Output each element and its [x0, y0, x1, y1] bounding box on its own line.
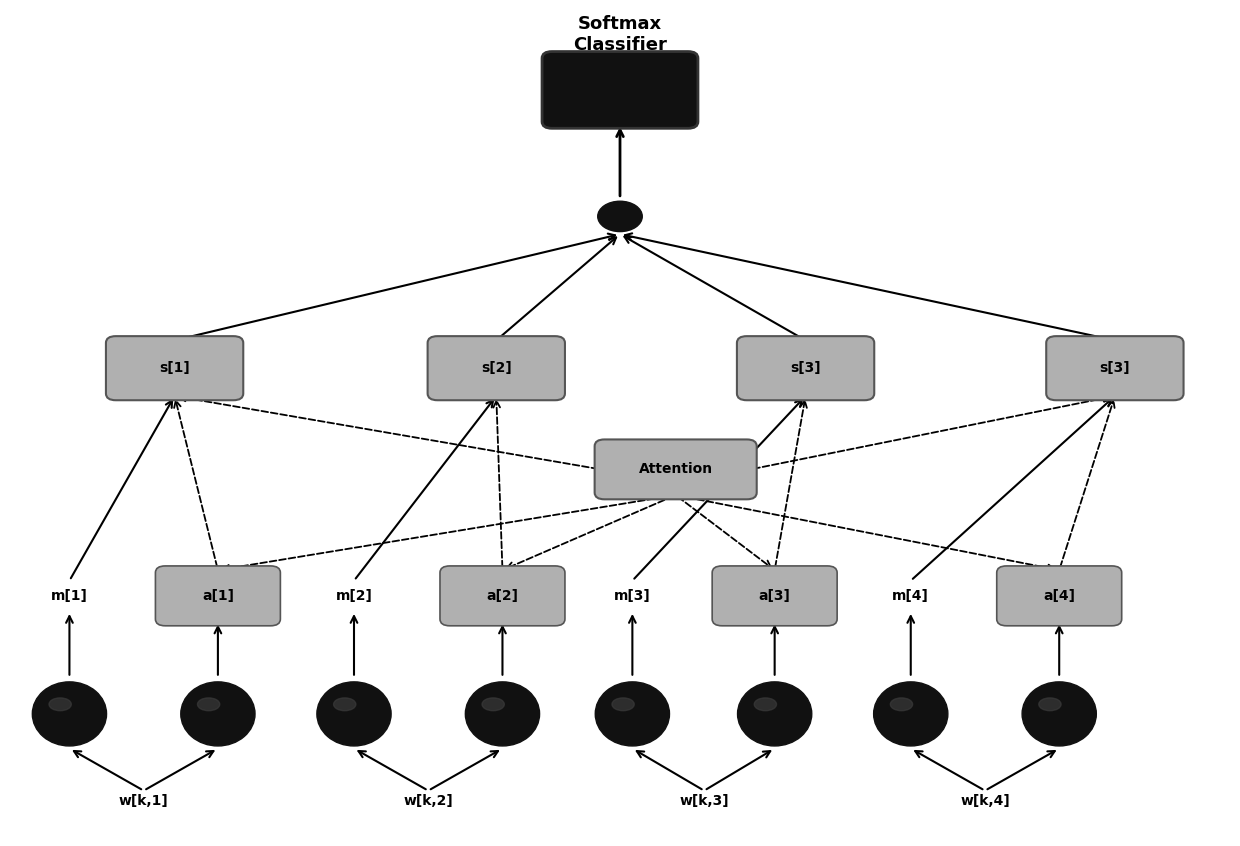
Ellipse shape: [50, 698, 71, 711]
Ellipse shape: [334, 698, 356, 711]
Text: w[k,1]: w[k,1]: [119, 794, 169, 808]
Ellipse shape: [890, 698, 913, 711]
FancyBboxPatch shape: [428, 336, 565, 400]
Text: w[k,2]: w[k,2]: [403, 794, 453, 808]
Ellipse shape: [874, 682, 947, 746]
FancyBboxPatch shape: [542, 52, 698, 129]
Text: a[1]: a[1]: [202, 589, 234, 603]
FancyBboxPatch shape: [712, 566, 837, 626]
Ellipse shape: [595, 682, 670, 746]
Text: s[3]: s[3]: [790, 361, 821, 375]
Text: w[k,3]: w[k,3]: [680, 794, 729, 808]
Ellipse shape: [482, 698, 505, 711]
FancyBboxPatch shape: [737, 336, 874, 400]
Text: Attention: Attention: [639, 463, 713, 476]
Ellipse shape: [1022, 682, 1096, 746]
Text: m[2]: m[2]: [336, 589, 372, 603]
Ellipse shape: [613, 698, 634, 711]
Ellipse shape: [738, 682, 812, 746]
Text: s[2]: s[2]: [481, 361, 512, 375]
Text: a[4]: a[4]: [1043, 589, 1075, 603]
Text: s[3]: s[3]: [1100, 361, 1130, 375]
Text: m[3]: m[3]: [614, 589, 651, 603]
Ellipse shape: [1039, 698, 1061, 711]
Text: m[4]: m[4]: [893, 589, 929, 603]
FancyBboxPatch shape: [155, 566, 280, 626]
Ellipse shape: [465, 682, 539, 746]
Text: a[2]: a[2]: [486, 589, 518, 603]
FancyBboxPatch shape: [595, 439, 756, 499]
Ellipse shape: [317, 682, 391, 746]
Text: Softmax
Classifier: Softmax Classifier: [573, 15, 667, 54]
FancyBboxPatch shape: [105, 336, 243, 400]
Text: w[k,4]: w[k,4]: [960, 794, 1009, 808]
Text: a[3]: a[3]: [759, 589, 791, 603]
Text: m[1]: m[1]: [51, 589, 88, 603]
FancyBboxPatch shape: [997, 566, 1122, 626]
FancyBboxPatch shape: [440, 566, 565, 626]
FancyBboxPatch shape: [1047, 336, 1183, 400]
Circle shape: [598, 201, 642, 232]
Ellipse shape: [32, 682, 107, 746]
Ellipse shape: [754, 698, 776, 711]
Ellipse shape: [181, 682, 255, 746]
Text: s[1]: s[1]: [159, 361, 190, 375]
Ellipse shape: [197, 698, 219, 711]
